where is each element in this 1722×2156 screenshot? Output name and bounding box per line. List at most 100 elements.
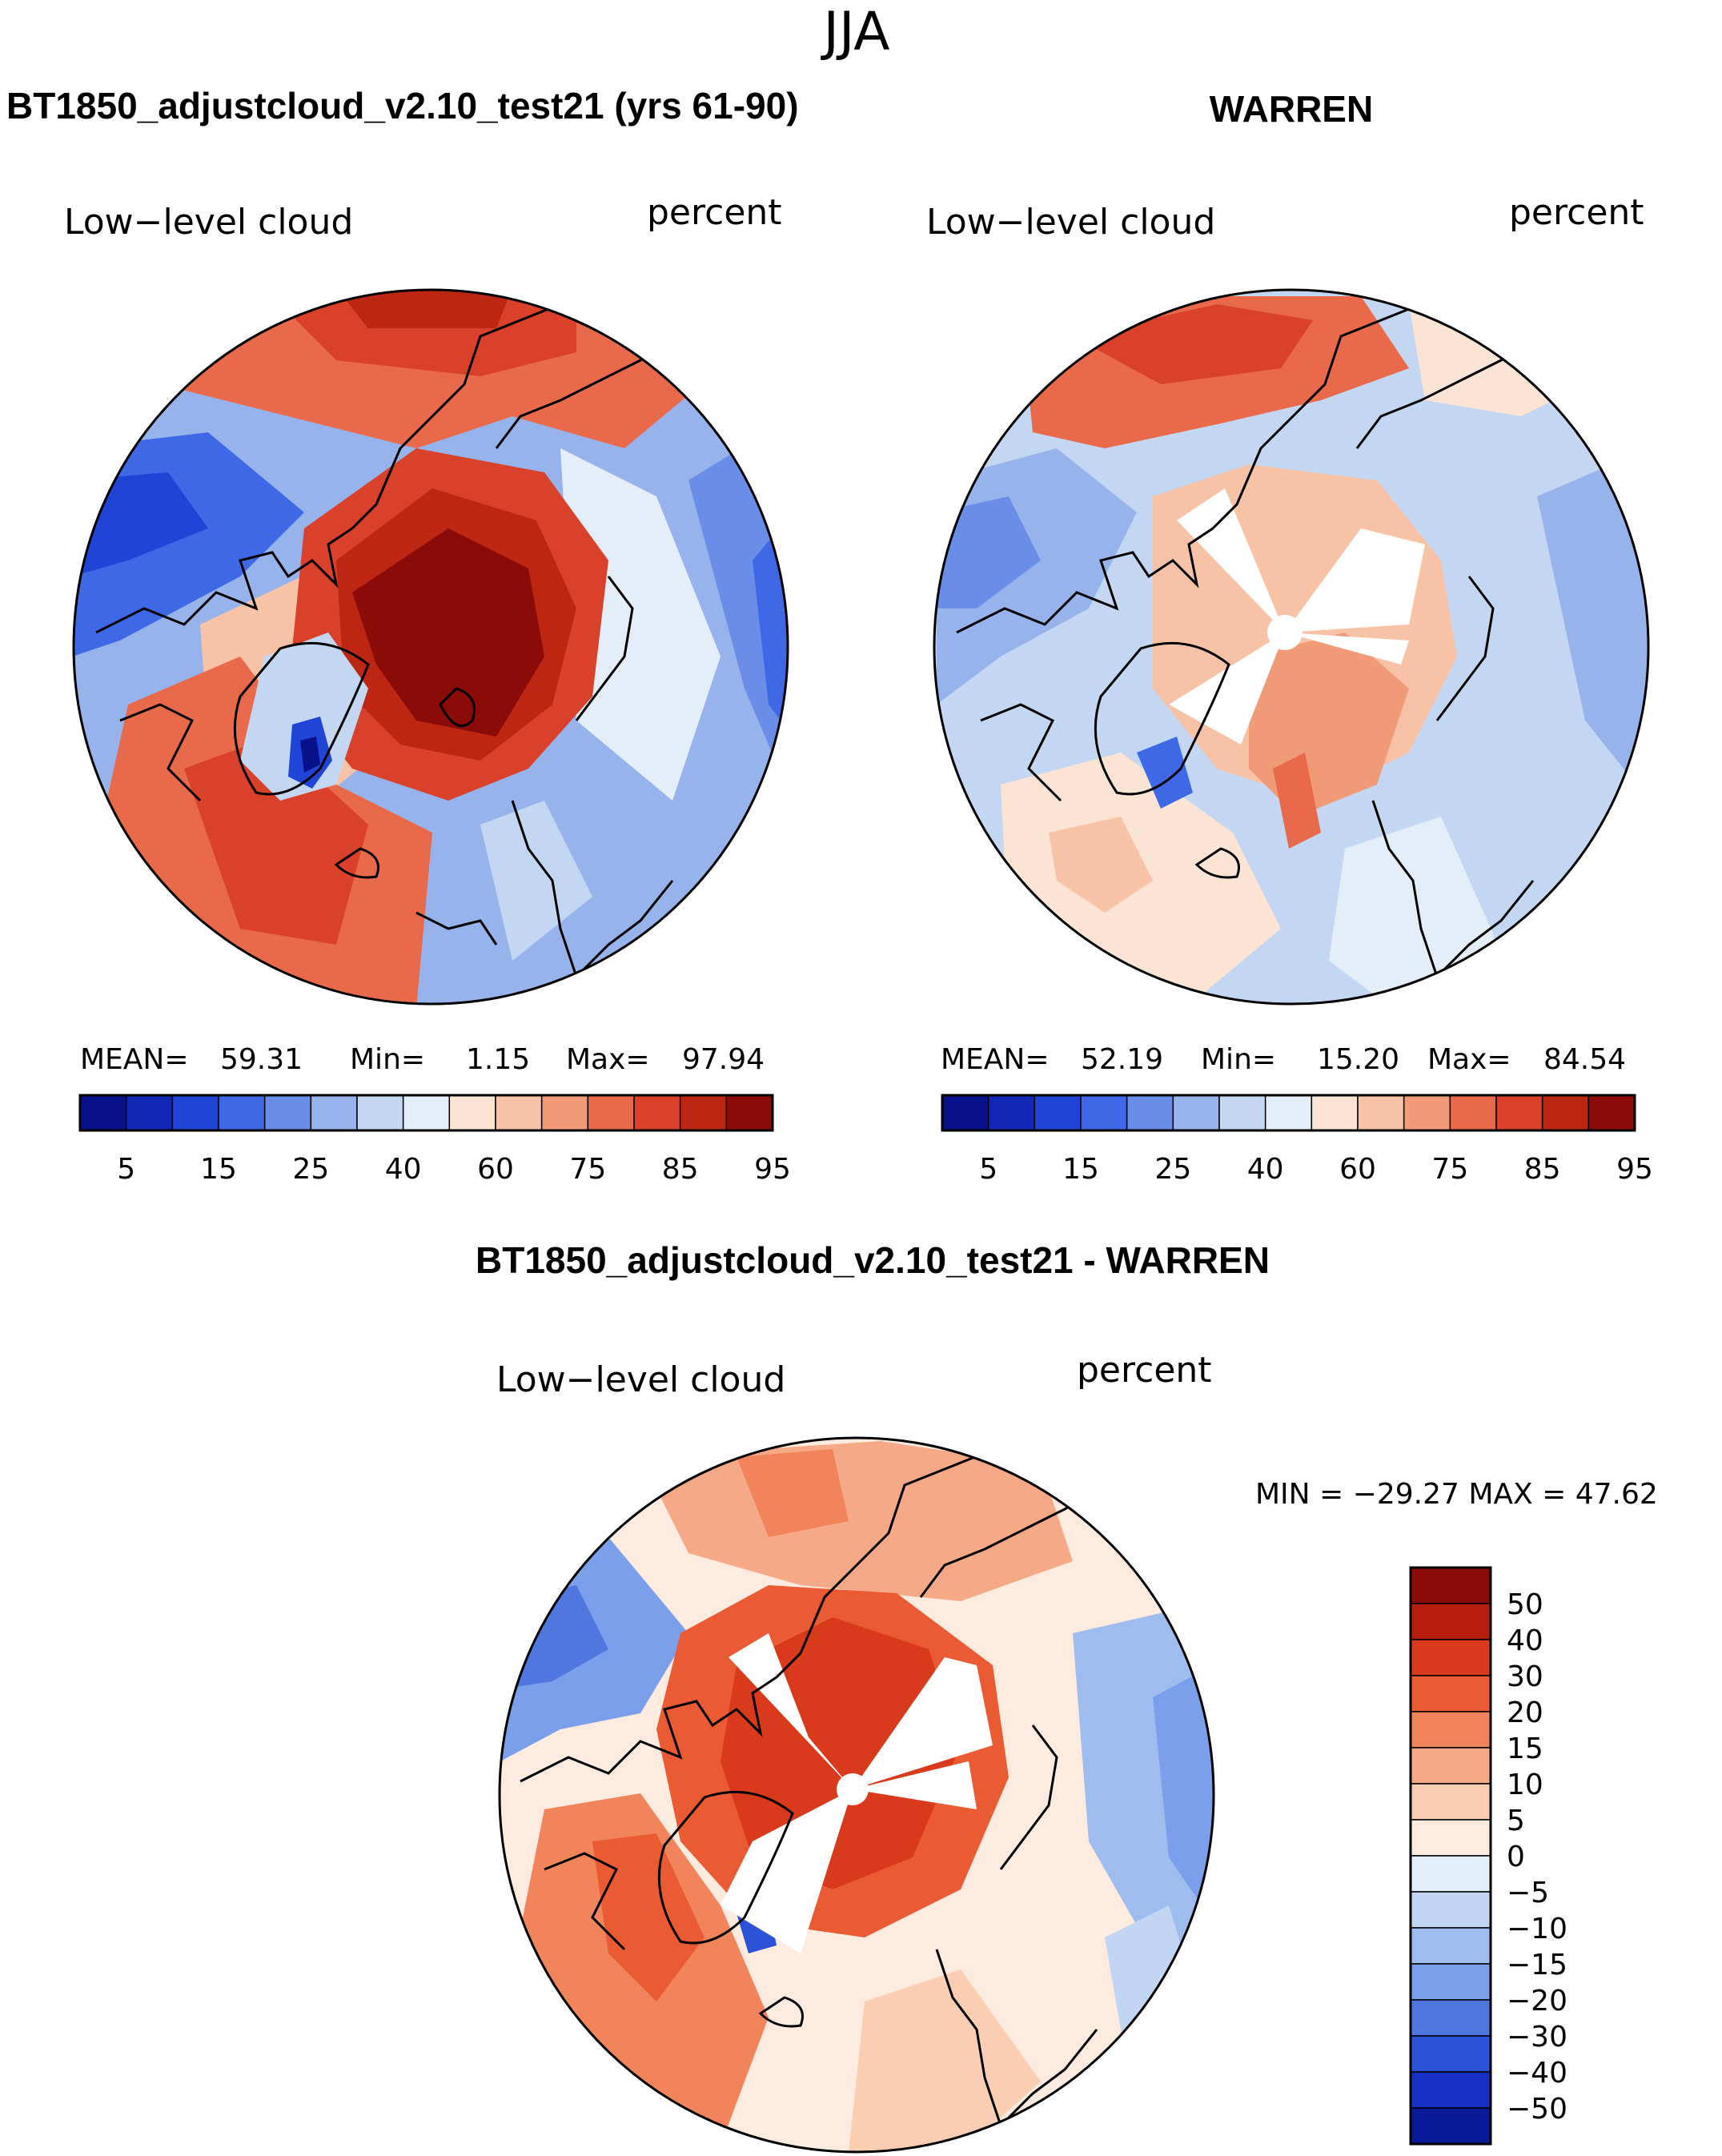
panel-b-colorbar-swatch bbox=[1357, 1094, 1405, 1131]
diff-colorbar-tick-label: −30 bbox=[1507, 2021, 1567, 2054]
diff-colorbar-swatch bbox=[1410, 1639, 1491, 1676]
panel-b-colorbar-tick-label: 75 bbox=[1431, 1153, 1468, 1186]
panel-b-colorbar-tick-label: 95 bbox=[1616, 1153, 1653, 1186]
panel-b-colorbar-tick-label: 25 bbox=[1154, 1153, 1191, 1186]
panel-a-colorbar-swatch bbox=[263, 1094, 312, 1131]
panel-a-colorbar-tick-label: 75 bbox=[569, 1153, 606, 1186]
diff-colorbar-tick-label: −40 bbox=[1507, 2057, 1567, 2090]
diff-colorbar-tick-label: −50 bbox=[1507, 2093, 1567, 2126]
panel-a-max: 97.94 bbox=[682, 1043, 765, 1076]
diff-colorbar-swatch bbox=[1410, 1927, 1491, 1965]
diff-colorbar-swatch bbox=[1410, 1603, 1491, 1640]
panel-a-colorbar-tick-label: 25 bbox=[292, 1153, 329, 1186]
panel-a-colorbar-tick-label: 15 bbox=[200, 1153, 237, 1186]
panel-b-variable: Low−level cloud bbox=[926, 202, 1215, 243]
panel-a-colorbar-swatch bbox=[79, 1094, 127, 1131]
panel-b-units: percent bbox=[1509, 192, 1644, 233]
panel-a-colorbar-swatch bbox=[402, 1094, 451, 1131]
panel-a-min-label: Min= bbox=[350, 1043, 425, 1076]
diff-colorbar-swatch bbox=[1410, 1999, 1491, 2037]
panel-a-colorbar-swatch bbox=[495, 1094, 543, 1131]
diff-colorbar-tick-label: 15 bbox=[1507, 1732, 1543, 1765]
panel-a-colorbar-swatch bbox=[725, 1094, 773, 1131]
panel-b-colorbar-swatch bbox=[1080, 1094, 1128, 1131]
panel-b-mean-label: MEAN= bbox=[941, 1043, 1050, 1076]
panel-a-mean-label: MEAN= bbox=[80, 1043, 189, 1076]
diff-colorbar-tick-label: −10 bbox=[1507, 1913, 1567, 1945]
diff-minmax: MIN = −29.27 MAX = 47.62 bbox=[1255, 1478, 1658, 1511]
panel-b-colorbar-tick-label: 85 bbox=[1524, 1153, 1561, 1186]
panel-b-min: 15.20 bbox=[1317, 1043, 1399, 1076]
panel-a-colorbar-swatch bbox=[356, 1094, 404, 1131]
panel-b-colorbar-swatch bbox=[1126, 1094, 1174, 1131]
panel-a-map bbox=[72, 288, 789, 1006]
panel-b-colorbar-tick-label: 5 bbox=[979, 1153, 997, 1186]
panel-a-colorbar-swatch bbox=[679, 1094, 728, 1131]
diff-colorbar-tick-label: −20 bbox=[1507, 1985, 1567, 2017]
diff-colorbar-swatch bbox=[1410, 1675, 1491, 1712]
panel-a-colorbar-tick-label: 95 bbox=[754, 1153, 791, 1186]
panel-a-units: percent bbox=[647, 192, 782, 233]
diff-colorbar-swatch bbox=[1410, 1963, 1491, 2001]
panel-a-colorbar-tick-label: 40 bbox=[385, 1153, 422, 1186]
diff-colorbar-tick-label: −5 bbox=[1507, 1877, 1549, 1909]
diff-map bbox=[498, 1436, 1215, 2154]
diff-colorbar-swatch bbox=[1410, 2035, 1491, 2073]
diff-colorbar-swatch bbox=[1410, 1567, 1491, 1604]
panel-b-min-label: Min= bbox=[1201, 1043, 1276, 1076]
diff-colorbar-frame bbox=[1409, 1566, 1492, 2146]
panel-b-colorbar-swatch bbox=[1218, 1094, 1266, 1131]
panel-a-colorbar-swatch bbox=[587, 1094, 635, 1131]
panel-b-max-label: Max= bbox=[1427, 1043, 1511, 1076]
diff-colorbar-swatch bbox=[1410, 2107, 1491, 2145]
panel-a-colorbar-swatch bbox=[540, 1094, 589, 1131]
panel-b-colorbar-tick-label: 40 bbox=[1247, 1153, 1284, 1186]
panel-b-colorbar-frame bbox=[941, 1094, 1636, 1132]
panel-a-colorbar-tick-label: 60 bbox=[477, 1153, 514, 1186]
diff-colorbar-swatch bbox=[1410, 1819, 1491, 1857]
season-label: JJA bbox=[821, 1, 890, 62]
diff-colorbar-tick-label: −15 bbox=[1507, 1949, 1567, 1981]
diff-colorbar-tick-label: 5 bbox=[1507, 1805, 1525, 1837]
panel-b-colorbar-swatch bbox=[1541, 1094, 1590, 1131]
diff-colorbar-swatch bbox=[1410, 1747, 1491, 1785]
diff-variable: Low−level cloud bbox=[496, 1359, 785, 1400]
panel-a-colorbar: 5 15 25 40 60 75 85 95 bbox=[78, 1094, 791, 1186]
diff-colorbar-swatch bbox=[1410, 2071, 1491, 2109]
diff-colorbar-swatch bbox=[1410, 1783, 1491, 1821]
diff-panel-title: BT1850_adjustcloud_v2.10_test21 - WARREN bbox=[476, 1239, 1270, 1281]
panel-a-colorbar-swatch bbox=[171, 1094, 219, 1131]
diff-colorbar-swatch bbox=[1410, 1711, 1491, 1748]
diff-colorbar-swatch bbox=[1410, 1855, 1491, 1893]
panel-a-colorbar-tick-label: 85 bbox=[662, 1153, 699, 1186]
panel-b-colorbar-swatch bbox=[1588, 1094, 1636, 1131]
panel-b-colorbar-tick-label: 15 bbox=[1062, 1153, 1099, 1186]
diff-colorbar-swatch bbox=[1410, 1891, 1491, 1929]
panel-b-colorbar-swatch bbox=[1264, 1094, 1313, 1131]
panel-a-colorbar-swatch bbox=[448, 1094, 496, 1131]
diff-colorbar-tick-label: 0 bbox=[1507, 1841, 1525, 1873]
diff-colorbar-tick-label: 50 bbox=[1507, 1588, 1543, 1621]
panel-a-colorbar-frame bbox=[78, 1094, 774, 1132]
diff-colorbar-tick-label: 20 bbox=[1507, 1696, 1543, 1729]
panel-b-mean: 52.19 bbox=[1081, 1043, 1163, 1076]
panel-b-map bbox=[933, 288, 1650, 1006]
panel-b-colorbar-swatch bbox=[1034, 1094, 1082, 1131]
panel-b-colorbar-swatch bbox=[1311, 1094, 1359, 1131]
panel-b-colorbar-swatch bbox=[1449, 1094, 1497, 1131]
diff-colorbar-tick-label: 30 bbox=[1507, 1660, 1543, 1693]
diff-colorbar-tick-label: 10 bbox=[1507, 1769, 1543, 1801]
panel-a-colorbar-swatch bbox=[218, 1094, 266, 1131]
panel-a-colorbar-swatch bbox=[633, 1094, 681, 1131]
panel-a-colorbar-swatch bbox=[125, 1094, 174, 1131]
panel-a-max-label: Max= bbox=[566, 1043, 650, 1076]
panel-b-colorbar-tick-label: 60 bbox=[1339, 1153, 1376, 1186]
panel-a-min: 1.15 bbox=[466, 1043, 530, 1076]
panel-b-colorbar-swatch bbox=[1495, 1094, 1543, 1131]
diff-units: percent bbox=[1077, 1350, 1212, 1391]
panel-b-colorbar-swatch bbox=[987, 1094, 1036, 1131]
panel-a-variable: Low−level cloud bbox=[64, 202, 353, 243]
panel-b-max: 84.54 bbox=[1543, 1043, 1626, 1076]
panel-b-colorbar: 5 15 25 40 60 75 85 95 bbox=[941, 1094, 1653, 1186]
